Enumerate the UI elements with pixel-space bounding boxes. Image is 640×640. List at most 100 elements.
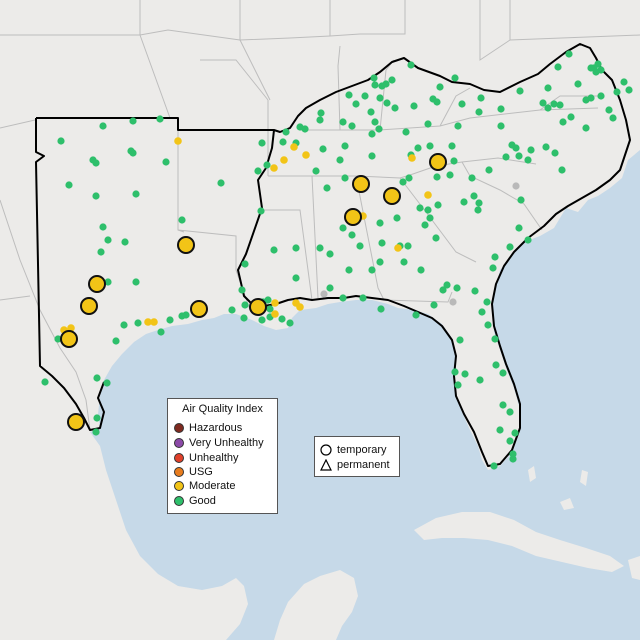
unreported-station-marker[interactable] xyxy=(512,182,520,190)
good-station-marker[interactable] xyxy=(348,231,356,239)
good-station-marker[interactable] xyxy=(434,201,442,209)
good-station-marker[interactable] xyxy=(489,264,497,272)
good-station-marker[interactable] xyxy=(134,319,142,327)
good-station-marker[interactable] xyxy=(587,64,595,72)
good-station-marker[interactable] xyxy=(388,76,396,84)
good-station-marker[interactable] xyxy=(456,336,464,344)
good-station-marker[interactable] xyxy=(258,316,266,324)
good-station-marker[interactable] xyxy=(368,266,376,274)
good-station-marker[interactable] xyxy=(345,91,353,99)
good-station-marker[interactable] xyxy=(506,437,514,445)
good-station-marker[interactable] xyxy=(410,102,418,110)
good-station-marker[interactable] xyxy=(393,214,401,222)
good-station-marker[interactable] xyxy=(451,74,459,82)
moderate-temporary-station-marker[interactable] xyxy=(67,413,85,431)
good-station-marker[interactable] xyxy=(326,284,334,292)
good-station-marker[interactable] xyxy=(93,374,101,382)
good-station-marker[interactable] xyxy=(551,149,559,157)
good-station-marker[interactable] xyxy=(376,219,384,227)
good-station-marker[interactable] xyxy=(345,266,353,274)
good-station-marker[interactable] xyxy=(132,278,140,286)
good-station-marker[interactable] xyxy=(458,100,466,108)
good-station-marker[interactable] xyxy=(527,146,535,154)
good-station-marker[interactable] xyxy=(217,179,225,187)
good-station-marker[interactable] xyxy=(376,94,384,102)
good-station-marker[interactable] xyxy=(257,207,265,215)
good-station-marker[interactable] xyxy=(609,114,617,122)
good-station-marker[interactable] xyxy=(436,83,444,91)
good-station-marker[interactable] xyxy=(41,378,49,386)
good-station-marker[interactable] xyxy=(476,376,484,384)
good-station-marker[interactable] xyxy=(478,308,486,316)
moderate-station-marker[interactable] xyxy=(271,310,279,318)
good-station-marker[interactable] xyxy=(241,260,249,268)
good-station-marker[interactable] xyxy=(499,369,507,377)
good-station-marker[interactable] xyxy=(454,122,462,130)
good-station-marker[interactable] xyxy=(426,142,434,150)
good-station-marker[interactable] xyxy=(112,337,120,345)
good-station-marker[interactable] xyxy=(92,428,100,436)
good-station-marker[interactable] xyxy=(254,167,262,175)
good-station-marker[interactable] xyxy=(453,284,461,292)
moderate-station-marker[interactable] xyxy=(290,143,298,151)
good-station-marker[interactable] xyxy=(474,206,482,214)
good-station-marker[interactable] xyxy=(475,199,483,207)
good-station-marker[interactable] xyxy=(446,171,454,179)
good-station-marker[interactable] xyxy=(319,145,327,153)
good-station-marker[interactable] xyxy=(417,266,425,274)
good-station-marker[interactable] xyxy=(582,124,590,132)
moderate-station-marker[interactable] xyxy=(150,318,158,326)
good-station-marker[interactable] xyxy=(550,100,558,108)
good-station-marker[interactable] xyxy=(312,167,320,175)
moderate-temporary-station-marker[interactable] xyxy=(249,298,267,316)
good-station-marker[interactable] xyxy=(99,223,107,231)
good-station-marker[interactable] xyxy=(483,298,491,306)
good-station-marker[interactable] xyxy=(266,305,274,313)
good-station-marker[interactable] xyxy=(450,157,458,165)
good-station-marker[interactable] xyxy=(383,99,391,107)
good-station-marker[interactable] xyxy=(316,116,324,124)
good-station-marker[interactable] xyxy=(430,301,438,309)
good-station-marker[interactable] xyxy=(524,156,532,164)
moderate-station-marker[interactable] xyxy=(296,303,304,311)
good-station-marker[interactable] xyxy=(316,244,324,252)
good-station-marker[interactable] xyxy=(371,81,379,89)
good-station-marker[interactable] xyxy=(594,60,602,68)
good-station-marker[interactable] xyxy=(421,221,429,229)
moderate-temporary-station-marker[interactable] xyxy=(177,236,195,254)
good-station-marker[interactable] xyxy=(443,281,451,289)
good-station-marker[interactable] xyxy=(375,125,383,133)
good-station-marker[interactable] xyxy=(448,142,456,150)
good-station-marker[interactable] xyxy=(556,101,564,109)
good-station-marker[interactable] xyxy=(412,311,420,319)
good-station-marker[interactable] xyxy=(391,104,399,112)
good-station-marker[interactable] xyxy=(57,137,65,145)
good-station-marker[interactable] xyxy=(515,152,523,160)
good-station-marker[interactable] xyxy=(352,100,360,108)
good-station-marker[interactable] xyxy=(506,408,514,416)
good-station-marker[interactable] xyxy=(499,401,507,409)
good-station-marker[interactable] xyxy=(301,125,309,133)
good-station-marker[interactable] xyxy=(517,196,525,204)
good-station-marker[interactable] xyxy=(157,328,165,336)
good-station-marker[interactable] xyxy=(103,379,111,387)
good-station-marker[interactable] xyxy=(544,84,552,92)
moderate-station-marker[interactable] xyxy=(302,151,310,159)
good-station-marker[interactable] xyxy=(492,361,500,369)
good-station-marker[interactable] xyxy=(65,181,73,189)
good-station-marker[interactable] xyxy=(240,314,248,322)
good-station-marker[interactable] xyxy=(382,80,390,88)
good-station-marker[interactable] xyxy=(511,429,519,437)
good-station-marker[interactable] xyxy=(264,296,272,304)
good-station-marker[interactable] xyxy=(460,198,468,206)
good-station-marker[interactable] xyxy=(414,144,422,152)
good-station-marker[interactable] xyxy=(361,92,369,100)
good-station-marker[interactable] xyxy=(132,190,140,198)
good-station-marker[interactable] xyxy=(429,95,437,103)
good-station-marker[interactable] xyxy=(582,96,590,104)
good-station-marker[interactable] xyxy=(348,122,356,130)
good-station-marker[interactable] xyxy=(506,243,514,251)
moderate-temporary-station-marker[interactable] xyxy=(190,300,208,318)
good-station-marker[interactable] xyxy=(162,158,170,166)
